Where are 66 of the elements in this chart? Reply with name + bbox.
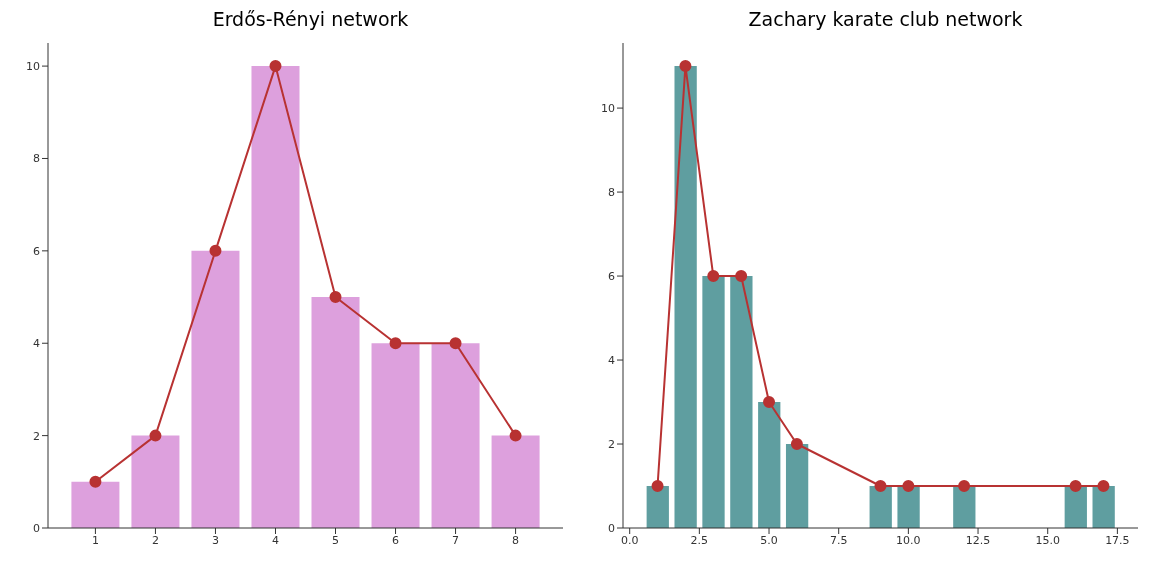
bar (730, 276, 753, 528)
x-tick-label: 12.5 (965, 533, 991, 547)
chart-title: Erdős-Rényi network (211, 8, 410, 32)
x-tick-label: 7.5 (829, 533, 848, 547)
bar (491, 435, 540, 528)
x-tick-label: 2 (151, 533, 159, 547)
y-tick-label: 2 (33, 429, 40, 443)
bar (431, 343, 480, 528)
y-tick-label: 10 (26, 60, 40, 73)
x-tick-label: 4 (271, 533, 279, 547)
y-tick-label: 0 (33, 521, 40, 535)
y-tick-label: 6 (608, 269, 615, 283)
x-tick-label: 8 (512, 533, 520, 547)
point (651, 480, 664, 493)
point (329, 291, 342, 304)
bar (758, 402, 781, 528)
bar (131, 435, 180, 528)
y-tick-label: 8 (608, 185, 615, 199)
bar (71, 481, 120, 528)
x-tick-label: 15.0 (1035, 533, 1060, 547)
point (958, 480, 971, 493)
point (735, 270, 748, 283)
point (509, 429, 522, 442)
point (1069, 480, 1082, 493)
x-tick-label: 17.5 (1105, 533, 1130, 547)
bar (251, 66, 300, 528)
x-tick-label: 5.0 (760, 533, 778, 547)
bar (897, 486, 920, 528)
point (874, 480, 887, 493)
bar (702, 276, 725, 528)
bar (869, 486, 892, 528)
point (269, 60, 282, 73)
x-tick-label: 1 (91, 533, 99, 547)
point (1097, 480, 1110, 493)
point (679, 60, 692, 73)
point (790, 438, 803, 451)
point (149, 429, 162, 442)
chart-title: Zachary karate club network (747, 8, 1024, 32)
x-tick-label: 2.5 (690, 533, 709, 547)
y-tick-label: 10 (601, 101, 615, 115)
x-tick-label: 7 (452, 533, 460, 547)
bar (311, 297, 360, 528)
point (209, 244, 222, 257)
x-tick-label: 5 (332, 533, 340, 547)
bar (1092, 486, 1115, 528)
y-tick-label: 0 (608, 521, 615, 535)
point (89, 475, 102, 488)
y-tick-label: 4 (33, 337, 40, 351)
x-tick-label: 0.0 (620, 533, 639, 547)
bar (371, 343, 420, 528)
point (763, 396, 776, 409)
bar (674, 66, 697, 528)
y-tick-label: 6 (33, 244, 40, 258)
x-tick-label: 10.0 (896, 533, 921, 547)
y-tick-label: 4 (608, 353, 615, 367)
x-tick-label: 3 (211, 533, 219, 547)
bar (785, 444, 809, 528)
y-tick-label: 8 (33, 152, 40, 166)
x-tick-label: 6 (392, 533, 400, 547)
y-tick-label: 2 (608, 437, 615, 451)
bar (646, 486, 669, 528)
point (449, 337, 462, 350)
point (707, 270, 720, 283)
point (389, 337, 402, 350)
point (902, 480, 915, 493)
bar (191, 250, 240, 528)
